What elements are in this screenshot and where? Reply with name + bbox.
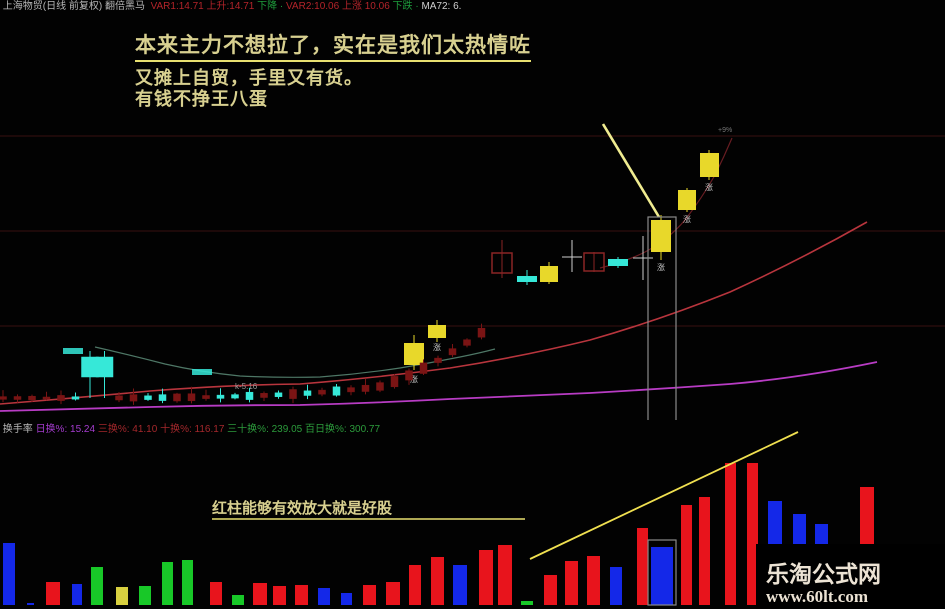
svg-text:乐淘公式网: 乐淘公式网 — [766, 561, 881, 587]
svg-text:涨: 涨 — [683, 214, 691, 224]
svg-text:+9%: +9% — [718, 127, 732, 134]
svg-text:涨: 涨 — [657, 262, 665, 272]
svg-text:涨: 涨 — [705, 182, 713, 192]
svg-text:涨: 涨 — [433, 342, 441, 352]
svg-text:www.60lt.com: www.60lt.com — [766, 587, 868, 606]
svg-text:红柱能够有效放大就是好股: 红柱能够有效放大就是好股 — [212, 499, 393, 517]
svg-text:k-5.16: k-5.16 — [235, 382, 258, 391]
